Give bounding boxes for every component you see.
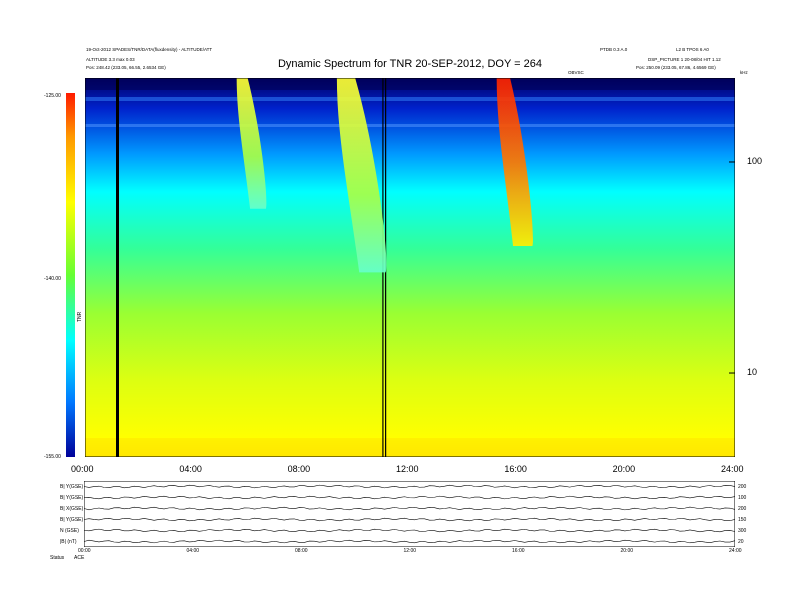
status-label: Status	[50, 555, 65, 561]
panel-row-tick: 200	[738, 505, 747, 512]
spectrum-interference-band	[85, 97, 735, 101]
header-right-line-4: Pos: 250.09 (233.05, 67.86, 4.6569 GE)	[636, 65, 716, 70]
panel-trace	[84, 539, 735, 544]
colorbar-label: TNR	[77, 311, 83, 322]
panel-row-tick: 100	[738, 494, 747, 501]
panel-row-tick: 20	[738, 538, 744, 545]
frequency-unit-label: kHz	[740, 70, 748, 75]
panel-trace	[84, 495, 735, 500]
panel-row-tick: 150	[738, 516, 747, 523]
panel-row-label: B| X(GSE)	[60, 505, 84, 512]
type-iii-burst	[336, 78, 387, 273]
chart-title: Dynamic Spectrum for TNR 20-SEP-2012, DO…	[277, 58, 542, 70]
panel-trace	[84, 528, 735, 533]
time-tick-label: 00:00	[71, 464, 94, 474]
type-iii-burst	[496, 78, 533, 246]
time-tick-label: 16:00	[504, 464, 527, 474]
colorbar	[66, 93, 75, 457]
time-tick-label: 12:00	[396, 464, 419, 474]
panel-frame	[84, 481, 735, 547]
spectrum-background	[85, 78, 735, 457]
header-right-line-1: PTDB 0.3 A.0	[600, 47, 628, 52]
panel-row-tick: 300	[738, 527, 747, 534]
panel-row-label: B| Y(GSE)	[60, 494, 84, 501]
spectrum-top-band	[85, 78, 735, 90]
panel-rows	[84, 484, 735, 544]
header-left-line-2: ALTITUDE 3.3 max 0.03	[86, 57, 135, 62]
frequency-tick-label: 100	[747, 155, 763, 166]
time-tick-label: 20:00	[612, 464, 636, 474]
solar-wind-panel	[84, 481, 735, 547]
header-right-line-3: DSP_PICTURE 1 20-08/04 HIT 1.12	[648, 57, 721, 62]
panel-time-tick-label: 04:00	[186, 548, 200, 554]
status-value: ACE	[74, 555, 85, 561]
spectrum-interference-band	[85, 124, 735, 127]
panel-time-tick-label: 00:00	[78, 548, 91, 554]
sun-label: OBVSC	[568, 70, 584, 75]
time-tick-label: 24:00	[721, 464, 744, 474]
header-right-line-2: L2 B TPOS 6 A0	[676, 47, 709, 52]
panel-row-label: B| Y(GSE)	[60, 516, 84, 523]
panel-time-tick-label: 24:00	[729, 548, 742, 554]
panel-time-tick-label: 16:00	[512, 548, 525, 554]
type-iii-burst	[236, 78, 267, 209]
colorbar-tick-top: -125.00	[44, 93, 61, 99]
panel-trace	[84, 506, 735, 511]
panel-trace	[84, 517, 735, 522]
spectrum-lowfreq-band	[85, 438, 735, 457]
header-left-line-1: 19-Oct-2012 SPADES/TNR/DATA(fluxdensity)…	[86, 47, 213, 52]
frequency-tick-label: 10	[747, 367, 758, 378]
panel-row-label: |B| (nT)	[60, 538, 77, 545]
time-tick-label: 08:00	[287, 464, 311, 474]
time-tick-label: 04:00	[179, 464, 202, 474]
panel-row-label: N (GSE)	[60, 527, 79, 534]
colorbar-tick-middle: -140.00	[44, 276, 61, 282]
spectrum-features	[116, 78, 533, 457]
header-left-line-3: Pos: 248.42 (233.05, 66.55, 2.6534 GE)	[86, 65, 166, 70]
colorbar-tick-bottom: -155.00	[44, 454, 61, 460]
frequency-axis	[729, 161, 735, 374]
panel-time-tick-label: 20:00	[620, 548, 634, 554]
panel-row-tick: 200	[738, 483, 747, 490]
panel-trace	[84, 484, 735, 489]
panel-time-tick-label: 08:00	[295, 548, 308, 554]
panel-time-tick-label: 12:00	[403, 548, 417, 554]
panel-row-label: B| Y(GSE)	[60, 483, 84, 490]
dynamic-spectrum-plot	[85, 78, 735, 457]
